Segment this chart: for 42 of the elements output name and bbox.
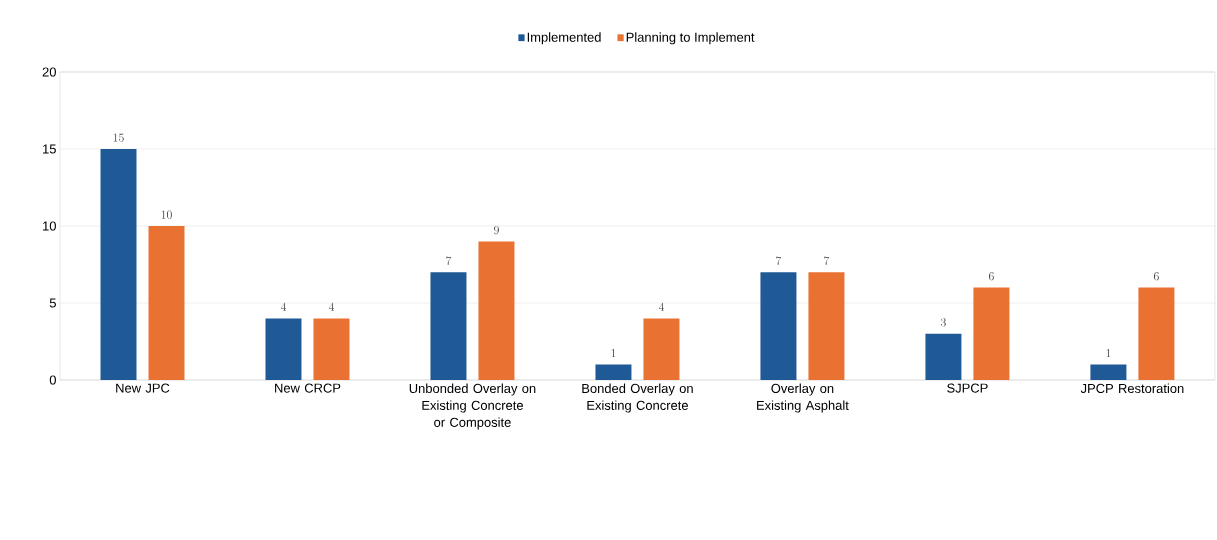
data-label: 3 bbox=[940, 318, 946, 327]
data-label: 7 bbox=[824, 256, 830, 265]
x-tick-label: Overlay on Existing Asphalt bbox=[757, 383, 849, 413]
bar bbox=[643, 318, 680, 380]
y-tick-label: 15 bbox=[43, 144, 56, 154]
data-label: 4 bbox=[658, 302, 665, 311]
data-label: 15 bbox=[113, 133, 124, 142]
legend-label: Implemented bbox=[527, 32, 601, 45]
bar bbox=[478, 241, 515, 380]
data-label: 1 bbox=[611, 349, 616, 358]
bar bbox=[808, 272, 845, 380]
data-label: 6 bbox=[988, 272, 994, 281]
bar bbox=[1138, 287, 1175, 380]
bar bbox=[973, 287, 1010, 380]
legend-label: Planning to Implement bbox=[626, 32, 755, 45]
bar bbox=[100, 149, 137, 380]
x-tick-label: Bonded Overlay on Existing Concrete bbox=[582, 383, 693, 413]
data-label: 1 bbox=[1106, 349, 1111, 358]
data-label: 9 bbox=[494, 225, 499, 235]
bar bbox=[925, 333, 962, 380]
x-tick-label: Unbonded Overlay on Existing Concrete or Composite bbox=[409, 383, 536, 430]
bar bbox=[148, 226, 185, 380]
bar bbox=[595, 364, 632, 380]
bar bbox=[760, 272, 797, 380]
y-tick-label: 20 bbox=[42, 67, 56, 77]
bar bbox=[430, 272, 467, 380]
y-tick-label: 10 bbox=[43, 221, 56, 231]
x-tick-label: New CRCP bbox=[275, 383, 341, 393]
data-label: 4 bbox=[280, 302, 287, 311]
data-label: 7 bbox=[776, 256, 782, 265]
data-label: 6 bbox=[1153, 272, 1159, 281]
y-tick-label: 5 bbox=[49, 298, 56, 308]
bar bbox=[1090, 364, 1127, 380]
x-tick-label: New JPC bbox=[116, 383, 170, 393]
x-tick-label: SJPCP bbox=[947, 383, 988, 393]
bar bbox=[313, 318, 350, 380]
data-label: 7 bbox=[446, 256, 452, 265]
bar bbox=[265, 318, 302, 380]
y-tick-label: 0 bbox=[49, 375, 56, 385]
data-label: 10 bbox=[161, 210, 172, 219]
x-tick-label: JPCP Restoration bbox=[1080, 383, 1184, 394]
data-label: 4 bbox=[328, 302, 335, 311]
